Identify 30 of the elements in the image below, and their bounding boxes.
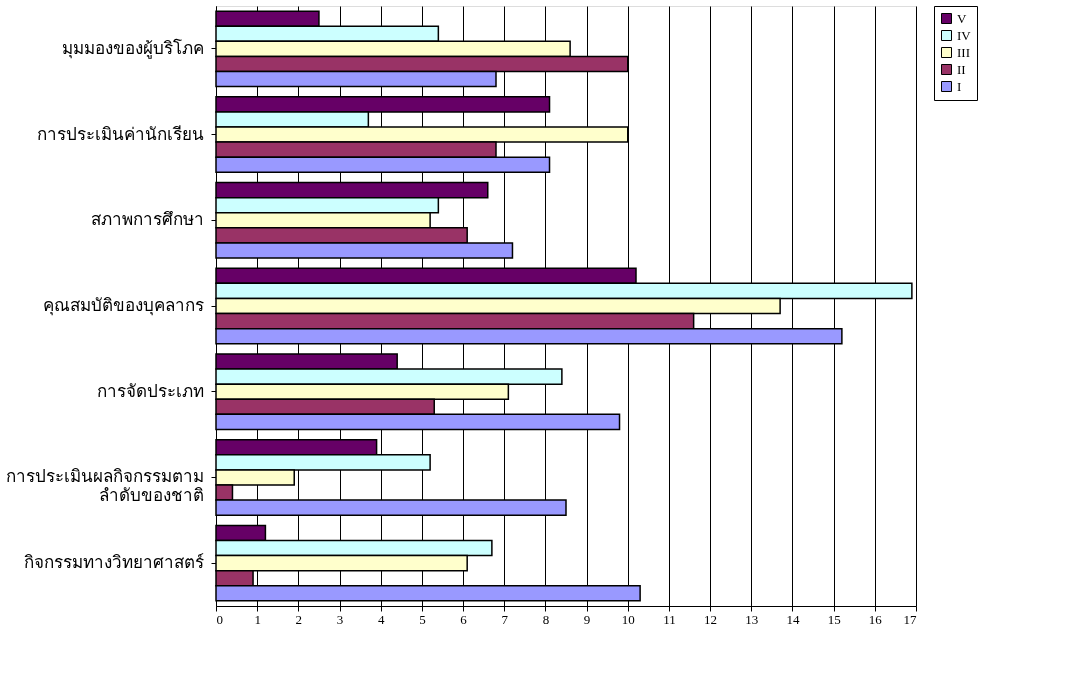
x-tick-label: 1 bbox=[254, 611, 261, 627]
legend-label: II bbox=[957, 61, 966, 77]
x-tick-label: 15 bbox=[827, 611, 841, 627]
y-tick-label: การจัดประเภท bbox=[96, 381, 204, 401]
x-tick-label: 17 bbox=[903, 611, 917, 627]
x-tick-label: 9 bbox=[583, 611, 591, 627]
legend-label: V bbox=[957, 10, 967, 26]
y-tick-label: การประเมินผลกิจกรรมตาม ลำดับของชาติ bbox=[5, 467, 204, 506]
y-tick-label: มุมมองของผู้บริโภค bbox=[61, 37, 204, 59]
y-tick-label: กิจกรรมทางวิทยาศาสตร์ bbox=[23, 553, 204, 573]
y-tick-label: การประเมินค่านักเรียน bbox=[36, 124, 204, 144]
legend-label: III bbox=[957, 44, 970, 60]
x-tick-label: 14 bbox=[786, 611, 800, 627]
x-tick-label: 5 bbox=[419, 611, 426, 627]
x-tick-label: 3 bbox=[336, 611, 344, 627]
x-tick-label: 10 bbox=[621, 611, 635, 627]
x-tick-label: 2 bbox=[295, 611, 303, 627]
x-tick-label: 4 bbox=[377, 611, 385, 627]
x-tick-label: 0 bbox=[216, 611, 223, 627]
x-tick-label: 6 bbox=[460, 611, 468, 627]
x-tick-label: 12 bbox=[704, 611, 718, 627]
legend-label: IV bbox=[957, 27, 972, 43]
x-tick-label: 11 bbox=[663, 611, 676, 627]
x-tick-label: 16 bbox=[868, 611, 883, 627]
y-tick-label: สภาพการศึกษา bbox=[90, 210, 204, 230]
legend-label: I bbox=[957, 78, 962, 94]
x-tick-label: 13 bbox=[745, 611, 759, 627]
y-tick-label: คุณสมบัติของบุคลากร bbox=[42, 296, 204, 316]
x-tick-label: 8 bbox=[542, 611, 550, 627]
x-tick-label: 7 bbox=[501, 611, 509, 627]
